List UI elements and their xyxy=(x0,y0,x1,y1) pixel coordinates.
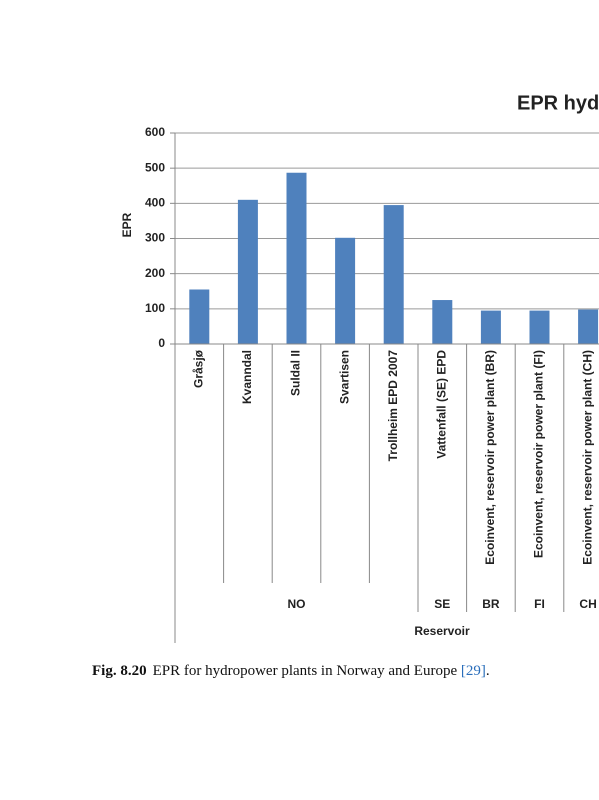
group-label: BR xyxy=(482,597,500,611)
x-tick-label: Trollheim EPD 2007 xyxy=(386,350,400,462)
x-tick-label: Ecoinvent, reservoir power plant (CH) xyxy=(580,350,594,565)
x-tick-label: Suldal II xyxy=(289,350,303,396)
y-tick-label: 100 xyxy=(145,301,165,315)
bar xyxy=(335,237,356,344)
group-label: CH xyxy=(579,597,596,611)
bar xyxy=(189,289,210,344)
group-label: SE xyxy=(434,597,450,611)
caption-ref[interactable]: [29] xyxy=(460,663,486,679)
y-tick-label: 400 xyxy=(145,196,165,210)
bar xyxy=(578,309,599,344)
bar xyxy=(432,300,453,344)
x-tick-label: Gråsjø xyxy=(191,349,205,388)
x-tick-label: Ecoinvent, reservoir power plant (BR) xyxy=(483,350,497,565)
group-label: NO xyxy=(288,597,306,611)
chart-title: EPR hyd xyxy=(517,92,599,114)
x-tick-label: Kvanndal xyxy=(240,350,254,404)
y-tick-label: 200 xyxy=(145,266,165,280)
x-axis-title: Reservoir xyxy=(414,624,470,638)
x-tick-label: Svartisen xyxy=(337,350,351,404)
y-tick-label: 0 xyxy=(158,336,165,350)
bar xyxy=(480,310,501,344)
caption-label: Fig. 8.20 xyxy=(92,663,147,679)
group-label: FI xyxy=(534,597,545,611)
caption-end: . xyxy=(485,663,490,679)
y-tick-label: 500 xyxy=(145,160,165,174)
bar xyxy=(286,172,307,344)
y-tick-label: 300 xyxy=(145,231,165,245)
y-tick-label: 600 xyxy=(145,125,165,139)
caption: Fig. 8.20 EPR for hydropower plants in No… xyxy=(92,663,490,680)
chart: EPR hyd EPR Reservoir 0 100 200 300 400 500 60… xyxy=(120,92,599,643)
bar xyxy=(237,199,258,344)
bar xyxy=(529,310,550,344)
y-axis-title: EPR xyxy=(120,212,134,237)
x-tick-label: Ecoinvent, reservoir power plant (FI) xyxy=(532,350,546,558)
caption-text: EPR for hydropower plants in Norway and … xyxy=(152,663,458,679)
x-tick-label: Vattenfall (SE) EPD xyxy=(434,350,448,459)
bar xyxy=(383,205,404,344)
